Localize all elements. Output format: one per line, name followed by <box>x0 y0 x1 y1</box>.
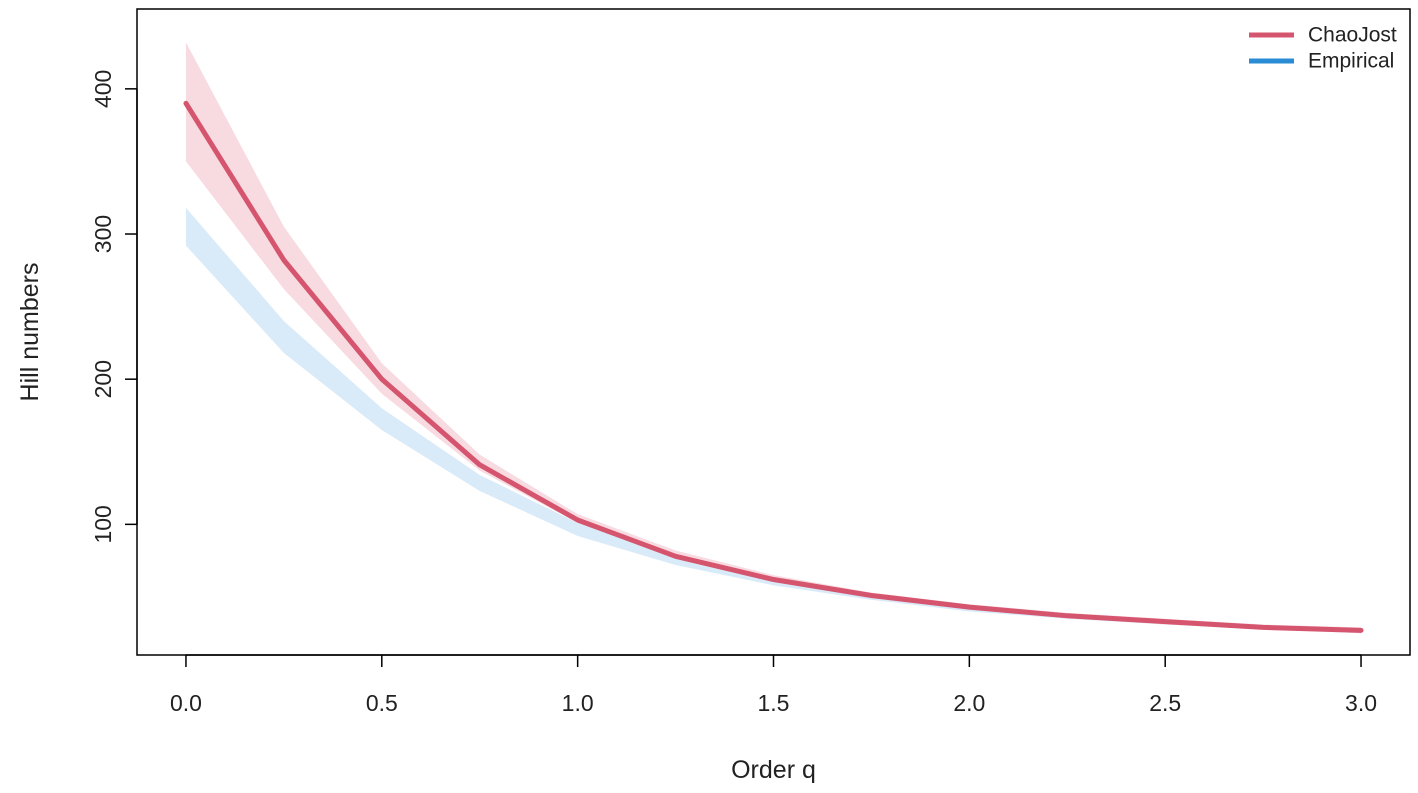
x-axis: 0.0 0.5 1.0 1.5 2.0 2.5 3.0 <box>170 654 1377 716</box>
x-tick-label: 0.0 <box>170 690 202 716</box>
x-tick-label: 0.5 <box>366 690 398 716</box>
x-tick-label: 1.5 <box>758 690 790 716</box>
legend: ChaoJost Empirical <box>1249 24 1397 73</box>
empirical-legend-label: Empirical <box>1308 50 1394 73</box>
y-tick-label: 300 <box>90 215 116 253</box>
chaojost-legend-label: ChaoJost <box>1308 24 1397 47</box>
confidence-bands <box>185 42 1362 634</box>
x-axis-title: Order q <box>731 756 816 784</box>
series-lines <box>183 100 1364 633</box>
y-axis-title: Hill numbers <box>16 263 44 402</box>
empirical-confidence-band <box>185 207 1362 634</box>
chaojost-line <box>183 100 1364 633</box>
x-tick-label: 2.5 <box>1149 690 1181 716</box>
chaojost-confidence-band <box>185 42 1362 634</box>
y-axis: 100 200 300 400 <box>90 70 138 544</box>
y-tick-label: 100 <box>90 505 116 543</box>
y-tick-label: 400 <box>90 70 116 108</box>
y-tick-label: 200 <box>90 360 116 398</box>
x-tick-label: 2.0 <box>953 690 985 716</box>
x-tick-label: 3.0 <box>1345 690 1377 716</box>
x-tick-label: 1.0 <box>562 690 594 716</box>
